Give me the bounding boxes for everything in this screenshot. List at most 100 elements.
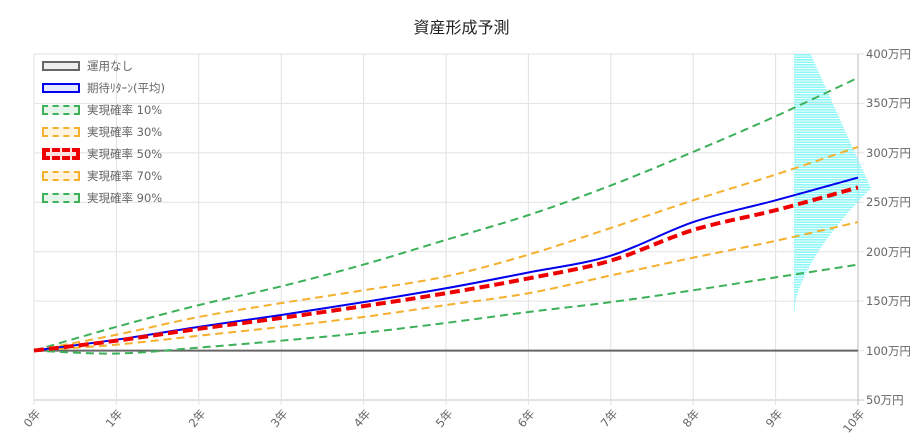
histogram-bar	[794, 209, 851, 211]
y-tick-label: 300万円	[866, 145, 911, 160]
legend-item[interactable]: 実現確率 70%	[42, 165, 165, 187]
histogram-bar	[794, 171, 864, 174]
series-line	[33, 185, 859, 353]
histogram-bar	[794, 71, 819, 74]
histogram-bar	[794, 106, 835, 109]
legend-item[interactable]: 実現確率 50%	[42, 143, 165, 165]
legend-item[interactable]: 実現確率 10%	[42, 99, 165, 121]
histogram-bar	[794, 276, 805, 279]
histogram-bar	[794, 206, 853, 209]
histogram-bar	[794, 174, 865, 176]
legend-label: 期待ﾘﾀｰﾝ(平均)	[87, 81, 165, 95]
histogram-bar	[794, 306, 795, 309]
legend-label: 実現確率 70%	[87, 169, 163, 183]
histogram-bar	[794, 109, 836, 111]
histogram-bar	[794, 279, 803, 281]
histogram-bar	[794, 66, 817, 69]
histogram-bar	[794, 56, 813, 59]
histogram-bar	[794, 141, 851, 144]
histogram-bar	[794, 129, 845, 131]
histogram-bar	[794, 59, 814, 61]
legend-item[interactable]: 運用なし	[42, 55, 165, 77]
histogram-bar	[794, 146, 853, 149]
y-tick-label: 250万円	[866, 195, 911, 210]
histogram-bar	[794, 69, 818, 71]
histogram-bar	[794, 226, 836, 229]
histogram-bar	[794, 166, 862, 169]
histogram-bar	[794, 256, 815, 259]
histogram-bar	[794, 216, 845, 219]
histogram-bar	[794, 304, 795, 306]
legend-item[interactable]: 期待ﾘﾀｰﾝ(平均)	[42, 77, 165, 99]
legend-label: 実現確率 50%	[87, 147, 163, 161]
histogram-bar	[794, 154, 856, 156]
histogram-bar	[794, 189, 870, 191]
histogram-bar	[794, 219, 843, 221]
histogram-bar	[794, 121, 842, 124]
histogram-bar	[794, 234, 831, 236]
histogram-bar	[794, 296, 797, 299]
legend-label: 実現確率 10%	[87, 103, 163, 117]
chart-title: 資産形成予測	[413, 18, 510, 37]
histogram-bar	[794, 164, 861, 166]
histogram-bar	[794, 261, 812, 264]
histogram-bar	[794, 254, 817, 256]
histogram-bar	[794, 229, 834, 231]
legend-swatch-icon	[42, 83, 80, 93]
histogram-bar	[794, 139, 850, 141]
histogram-bar	[794, 161, 860, 164]
legend-item[interactable]: 実現確率 90%	[42, 187, 165, 209]
histogram-bar	[794, 191, 868, 194]
y-tick-label: 400万円	[866, 47, 911, 61]
legend-label: 実現確率 30%	[87, 125, 163, 139]
legend-swatch-icon	[42, 127, 80, 137]
histogram-bar	[794, 149, 854, 151]
histogram-bar	[794, 231, 833, 234]
histogram-bar	[794, 159, 859, 161]
histogram-bar	[794, 156, 858, 159]
histogram-bar	[794, 124, 843, 126]
histogram-bar	[794, 91, 828, 94]
histogram-bar	[794, 284, 801, 286]
histogram-bar	[794, 81, 824, 84]
legend: 運用なし期待ﾘﾀｰﾝ(平均) 実現確率 10% 実現確率 30% 実現確率 50% 実現…	[42, 55, 165, 209]
legend-item[interactable]: 実現確率 30%	[42, 121, 165, 143]
histogram-bar	[794, 221, 840, 224]
y-tick-label: 50万円	[866, 393, 904, 407]
histogram-bar	[794, 126, 844, 129]
histogram-bar	[794, 224, 838, 226]
histogram-bar	[794, 299, 796, 301]
histogram-bar	[794, 61, 815, 64]
legend-swatch-icon	[42, 171, 80, 181]
histogram-bar	[794, 76, 822, 79]
histogram-bar	[794, 86, 826, 89]
legend-label: 実現確率 90%	[87, 191, 163, 205]
histogram-bar	[794, 294, 798, 296]
legend-swatch-icon	[42, 105, 80, 115]
histogram-bar	[794, 136, 849, 139]
histogram-bar	[794, 204, 856, 206]
histogram-bar	[794, 271, 807, 274]
histogram-bar	[794, 54, 811, 56]
histogram-bar	[794, 94, 829, 96]
histogram-bar	[794, 286, 800, 289]
histogram-bar	[794, 259, 814, 261]
histogram-bar	[794, 131, 846, 134]
histogram-bar	[794, 134, 847, 136]
y-tick-label: 150万円	[866, 294, 911, 309]
histogram-bar	[794, 269, 808, 271]
histogram-bar	[794, 179, 868, 181]
histogram-bar	[794, 96, 831, 99]
histogram-bar	[794, 289, 799, 291]
histogram-bar	[794, 281, 802, 284]
histogram-bar	[794, 74, 820, 76]
histogram-bar	[794, 169, 863, 171]
legend-swatch-icon	[42, 193, 80, 203]
histogram-bar	[794, 119, 841, 121]
histogram-bar	[794, 301, 796, 304]
histogram-bar	[794, 104, 834, 106]
y-tick-label: 350万円	[866, 96, 911, 111]
histogram-bar	[794, 264, 811, 266]
histogram-bar	[794, 241, 825, 244]
histogram-bar	[794, 211, 849, 214]
